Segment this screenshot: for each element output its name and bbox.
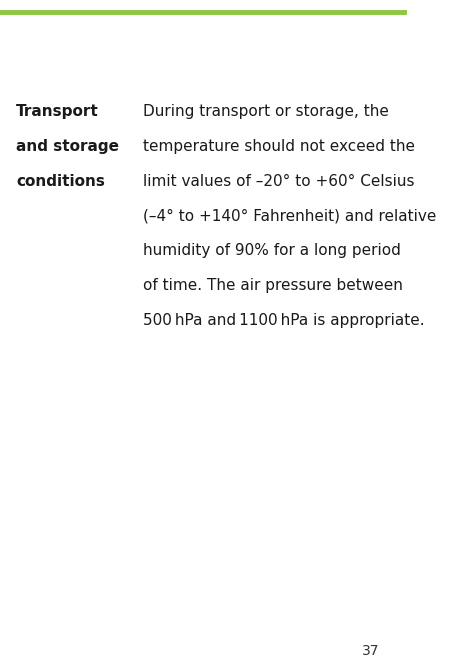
Text: conditions: conditions [16, 174, 105, 188]
Text: 500 hPa and 1100 hPa is appropriate.: 500 hPa and 1100 hPa is appropriate. [143, 313, 425, 328]
Text: 37: 37 [362, 644, 380, 658]
Text: humidity of 90% for a long period: humidity of 90% for a long period [143, 243, 401, 258]
Text: (–4° to +140° Fahrenheit) and relative: (–4° to +140° Fahrenheit) and relative [143, 208, 437, 223]
Text: During transport or storage, the: During transport or storage, the [143, 104, 389, 119]
Text: and storage: and storage [16, 139, 119, 153]
Text: Transport: Transport [16, 104, 99, 119]
Text: of time. The air pressure between: of time. The air pressure between [143, 278, 403, 293]
Text: limit values of –20° to +60° Celsius: limit values of –20° to +60° Celsius [143, 174, 415, 188]
Text: temperature should not exceed the: temperature should not exceed the [143, 139, 415, 153]
